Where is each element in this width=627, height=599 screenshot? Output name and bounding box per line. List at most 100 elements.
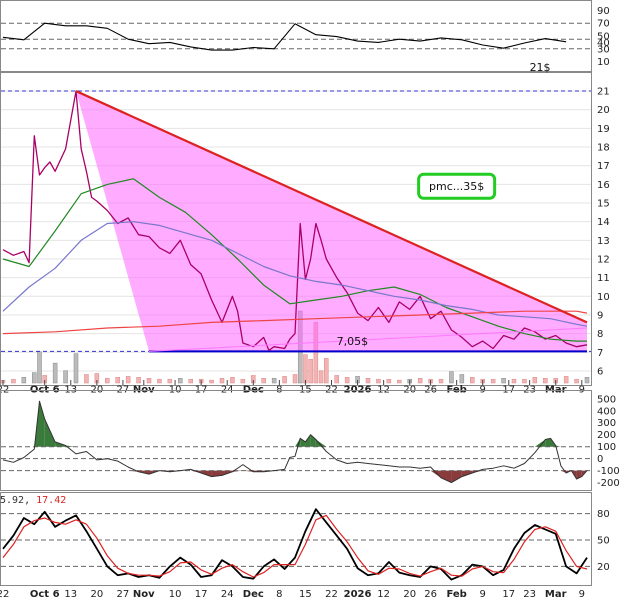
price-y-tick-label: 15 <box>597 199 610 210</box>
oscillator-y-tick-label: 400 <box>597 406 616 417</box>
oscillator-series <box>2 400 588 484</box>
oscillator-y-tick-label: 0 <box>597 454 603 465</box>
date-tick-label: 2026 <box>344 384 372 395</box>
volume-bar <box>63 370 68 384</box>
stochastic-date-label: Nov <box>133 589 155 599</box>
stochastic-date-label: 17 <box>502 589 515 599</box>
price-annotations: 21$ pmc...35$ 7,05$ <box>337 61 551 348</box>
volume-bar <box>115 377 120 384</box>
date-tick-label: 23 <box>523 384 536 395</box>
volume-bar <box>563 376 569 384</box>
price-series <box>2 90 588 352</box>
rsi-line <box>2 22 567 51</box>
volume-bar <box>84 374 89 384</box>
rsi-series <box>2 22 567 51</box>
oscillator-y-tick-label: -100 <box>597 466 620 477</box>
volume-bar <box>318 370 324 384</box>
stochastic-x-ticks: 22Oct 6132027Nov101724Dec815222026122026… <box>0 589 585 599</box>
stochastic-line <box>2 508 588 581</box>
stochastic-date-label: 27 <box>117 589 130 599</box>
oscillator-positive-fill <box>295 438 301 447</box>
volume-bar <box>11 378 16 384</box>
stochastic-y-tick-label: 80 <box>597 509 610 520</box>
oscillator-negative-fill <box>211 470 222 477</box>
volume-bar <box>271 378 277 384</box>
date-tick-label: 9 <box>579 384 585 395</box>
oscillator-y-tick-label: 200 <box>597 430 616 441</box>
price-line <box>2 90 588 352</box>
volume-bar <box>459 374 465 384</box>
oscillator-positive-fill <box>534 439 546 447</box>
price-line <box>2 178 587 342</box>
price-y-tick-label: 18 <box>597 143 610 154</box>
rsi-y-tick-label: 70 <box>597 19 610 30</box>
volume-bar <box>178 378 183 384</box>
price-y-tick-label: 10 <box>597 292 610 303</box>
volume-bar <box>37 351 42 384</box>
stochastic-y-ticks: 80 50 20 <box>597 509 610 573</box>
annotation-label: 21$ <box>530 61 551 74</box>
triangle-shade <box>76 91 587 352</box>
price-y-tick-label: 16 <box>597 180 610 191</box>
volume-bar <box>584 377 590 384</box>
price-y-tick-label: 17 <box>597 161 610 172</box>
rsi-y-tick-label: 10 <box>597 57 610 68</box>
volume-bar <box>167 378 173 384</box>
stochastic-date-label: Dec <box>243 589 264 599</box>
trendlines <box>75 90 588 352</box>
date-tick-label: Feb <box>446 384 466 395</box>
stochastic-date-label: 12 <box>377 589 390 599</box>
volume-bar <box>449 371 454 384</box>
trendline <box>75 90 588 324</box>
price-y-tick-label: 11 <box>597 273 610 284</box>
rsi-y-tick-label: 30 <box>597 44 610 55</box>
volume-bar <box>136 377 141 384</box>
stochastic-panel-frame <box>0 492 592 586</box>
stochastic-reference-lines <box>1 513 591 567</box>
volume-bar <box>230 377 235 384</box>
price-line <box>2 221 588 327</box>
rsi-panel-frame <box>0 0 592 72</box>
oscillator-positive-fill <box>315 439 327 447</box>
stochastic-series <box>2 508 588 581</box>
volume-bar <box>324 358 329 384</box>
volume-bar <box>574 378 579 384</box>
volume-bar <box>209 379 214 384</box>
price-panel-frame <box>0 72 592 386</box>
price-y-tick-label: 12 <box>597 254 610 265</box>
volume-bar <box>438 378 444 384</box>
oscillator-negative-fill <box>461 470 473 477</box>
volume-bar <box>282 376 287 384</box>
price-y-tick-label: 7 <box>597 348 603 359</box>
volume-bar <box>240 378 246 384</box>
rsi-reference-lines <box>1 22 591 50</box>
oscillator-y-tick-label: 300 <box>597 418 616 429</box>
price-y-tick-label: 14 <box>597 217 610 228</box>
oscillator-positive-fill <box>300 438 306 447</box>
stochastic-date-label: 22 <box>0 589 9 599</box>
stochastic-date-label: 24 <box>221 589 234 599</box>
stochastic-date-label: 20 <box>403 589 416 599</box>
volume-bar <box>157 378 162 384</box>
date-tick-label: 22 <box>0 384 9 395</box>
stochastic-d-value: 17.42 <box>36 495 66 506</box>
volume-bar <box>334 375 339 384</box>
stochastic-k-value: 5.92 <box>0 495 24 506</box>
volume-bar <box>543 378 548 384</box>
stochastic-line <box>2 514 588 578</box>
oscillator-reference-lines <box>1 446 591 472</box>
volume-bar <box>73 353 79 384</box>
oscillator-positive-fill <box>305 434 311 447</box>
volume-bar <box>52 362 58 384</box>
oscillator-positive-fill <box>39 401 45 447</box>
stochastic-date-label: 26 <box>424 589 437 599</box>
volume-bar <box>105 378 110 384</box>
volume-bar <box>365 378 371 384</box>
price-y-tick-label: 6 <box>597 366 603 377</box>
date-tick-label: 22 <box>325 384 338 395</box>
volume-bar <box>219 378 225 384</box>
volume-bar <box>501 378 506 384</box>
price-line <box>2 310 588 335</box>
